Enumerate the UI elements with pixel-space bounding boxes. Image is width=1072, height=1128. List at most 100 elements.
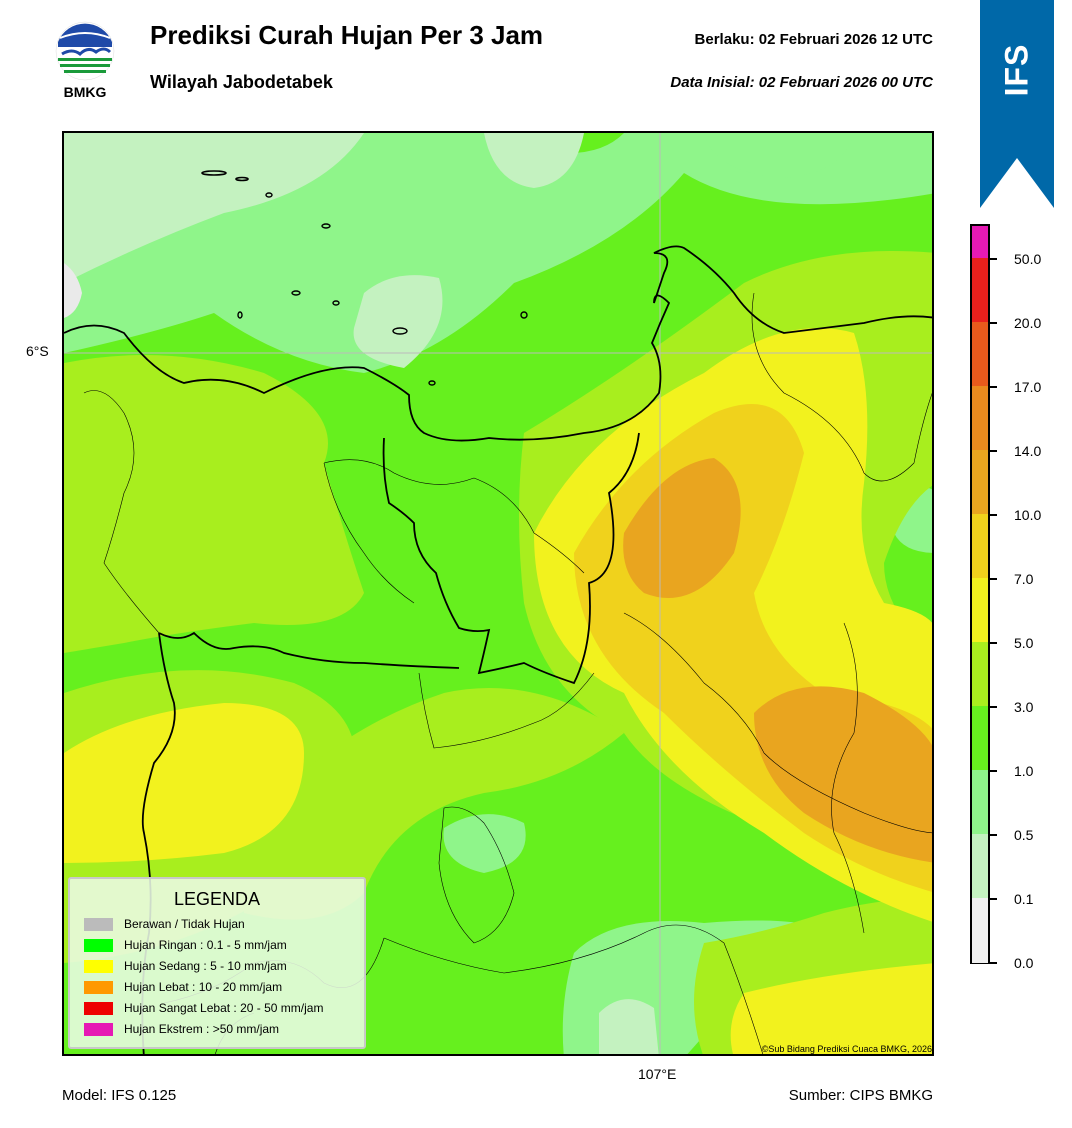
colorbar-tick-label: 17.0 — [1014, 379, 1042, 395]
legend-item: Hujan Lebat : 10 - 20 mm/jam — [84, 979, 282, 995]
legend-swatch — [84, 980, 113, 994]
colorbar-segment — [972, 322, 988, 387]
colorbar-segment — [972, 578, 988, 643]
island — [265, 192, 273, 198]
colorbar-tick-mark — [990, 578, 997, 580]
colorbar-tick-label: 1.0 — [1014, 763, 1034, 779]
legend-item: Berawan / Tidak Hujan — [84, 916, 245, 932]
colorbar-tick-label: 0.5 — [1014, 827, 1034, 843]
legend-title: LEGENDA — [173, 889, 261, 909]
legend-label: Berawan / Tidak Hujan — [124, 917, 245, 931]
colorbar-tick-mark — [990, 450, 997, 452]
very-light-zone-coast — [353, 275, 443, 368]
colorbar-segment — [972, 706, 988, 771]
legend-label: Hujan Ringan : 0.1 - 5 mm/jam — [124, 938, 287, 952]
page-title: Prediksi Curah Hujan Per 3 Jam — [150, 20, 544, 50]
regency-border — [438, 806, 515, 944]
very-light-zone-south — [599, 999, 659, 1054]
valid-time: Berlaku: 02 Februari 2026 12 UTC — [694, 31, 933, 48]
colorbar-tick-mark — [990, 962, 997, 964]
colorbar-segment — [972, 386, 988, 451]
island — [235, 176, 249, 182]
island — [321, 223, 331, 229]
rain-zone-10-14-east — [754, 686, 932, 863]
regency-border — [323, 459, 585, 574]
legend-item: Hujan Sedang : 5 - 10 mm/jam — [84, 958, 287, 974]
island — [332, 300, 340, 306]
colorbar-tick-mark — [990, 834, 997, 836]
rainfall-map — [62, 131, 934, 1056]
colorbar-tick-mark — [990, 258, 997, 260]
colorbar-tick-label: 7.0 — [1014, 571, 1034, 587]
light-rain-zone-south — [443, 814, 526, 873]
island — [520, 311, 528, 319]
ifs-banner — [980, 0, 1054, 208]
light-rain-zone-ne — [704, 133, 854, 178]
rain-zone-10-14-north — [623, 458, 741, 598]
longitude-label: 107°E — [638, 1066, 677, 1082]
very-light-zone-n — [484, 133, 584, 188]
regency-border — [751, 292, 932, 482]
island — [237, 311, 243, 319]
ifs-banner-label: IFS — [980, 30, 1054, 110]
island — [428, 380, 436, 386]
colorbar-tick-label: 0.1 — [1014, 891, 1034, 907]
ifs-text: IFS — [998, 43, 1035, 97]
moderate-zone-west — [64, 355, 364, 653]
colorbar-segment — [972, 898, 988, 963]
initial-data-time: Data Inisial: 02 Februari 2026 00 UTC — [670, 74, 933, 91]
colorbar-tick-mark — [990, 642, 997, 644]
coastline — [64, 245, 932, 442]
colorbar-tick-label: 5.0 — [1014, 635, 1034, 651]
logo-label: BMKG — [63, 84, 107, 100]
island — [201, 170, 227, 176]
legend-box: LEGENDA Berawan / Tidak Hujan Hujan Ringa… — [68, 877, 366, 1049]
latitude-label: 6°S — [26, 343, 49, 359]
legend-label: Hujan Lebat : 10 - 20 mm/jam — [124, 980, 283, 994]
colorbar-tick-label: 3.0 — [1014, 699, 1034, 715]
colorbar-tick-label: 10.0 — [1014, 507, 1042, 523]
province-border — [158, 631, 460, 669]
colorbar-tick-mark — [990, 770, 997, 772]
colorbar-segment — [972, 642, 988, 707]
rain-zone-south-yellow — [730, 963, 932, 1054]
legend-swatch — [84, 938, 113, 952]
colorbar-tick-label: 0.0 — [1014, 955, 1034, 971]
moderate-zone-center — [244, 688, 624, 920]
legend-item: Hujan Sangat Lebat : 20 - 50 mm/jam — [84, 1000, 323, 1016]
legend-swatch — [84, 917, 113, 931]
legend-label: Hujan Sedang : 5 - 10 mm/jam — [124, 959, 287, 973]
legend-swatch — [84, 1022, 113, 1036]
colorbar-tick-mark — [990, 706, 997, 708]
regency-border — [323, 462, 415, 604]
regency-border — [418, 672, 595, 749]
colorbar-segment — [972, 258, 988, 323]
legend-label: Hujan Sangat Lebat : 20 - 50 mm/jam — [124, 1001, 324, 1015]
very-light-zone-nw — [64, 133, 364, 283]
colorbar — [970, 224, 990, 964]
bmkg-logo-icon — [55, 21, 115, 81]
province-border — [382, 432, 640, 685]
colorbar-tick-label: 50.0 — [1014, 251, 1042, 267]
copyright-text: ©Sub Bidang Prediksi Cuaca BMKG, 2026 — [761, 1044, 932, 1054]
legend-item: Hujan Ringan : 0.1 - 5 mm/jam — [84, 937, 287, 953]
page-subtitle: Wilayah Jabodetabek — [150, 72, 333, 92]
regency-border — [383, 924, 764, 1054]
island — [392, 327, 408, 335]
colorbar-tick-label: 20.0 — [1014, 315, 1042, 331]
regency-border — [831, 622, 865, 934]
colorbar-segment — [972, 770, 988, 835]
colorbar-tick-mark — [990, 514, 997, 516]
colorbar-tick-mark — [990, 386, 997, 388]
colorbar-tick-label: 14.0 — [1014, 443, 1042, 459]
source-label: Sumber: CIPS BMKG — [788, 1087, 933, 1104]
regency-border — [623, 612, 932, 834]
colorbar-tick-mark — [990, 322, 997, 324]
regency-border — [83, 390, 160, 634]
colorbar-tick-mark — [990, 898, 997, 900]
colorbar-segment — [972, 450, 988, 515]
legend-swatch — [84, 1001, 113, 1015]
colorbar-segment — [972, 834, 988, 899]
legend-swatch — [84, 959, 113, 973]
model-label: Model: IFS 0.125 — [62, 1087, 177, 1104]
